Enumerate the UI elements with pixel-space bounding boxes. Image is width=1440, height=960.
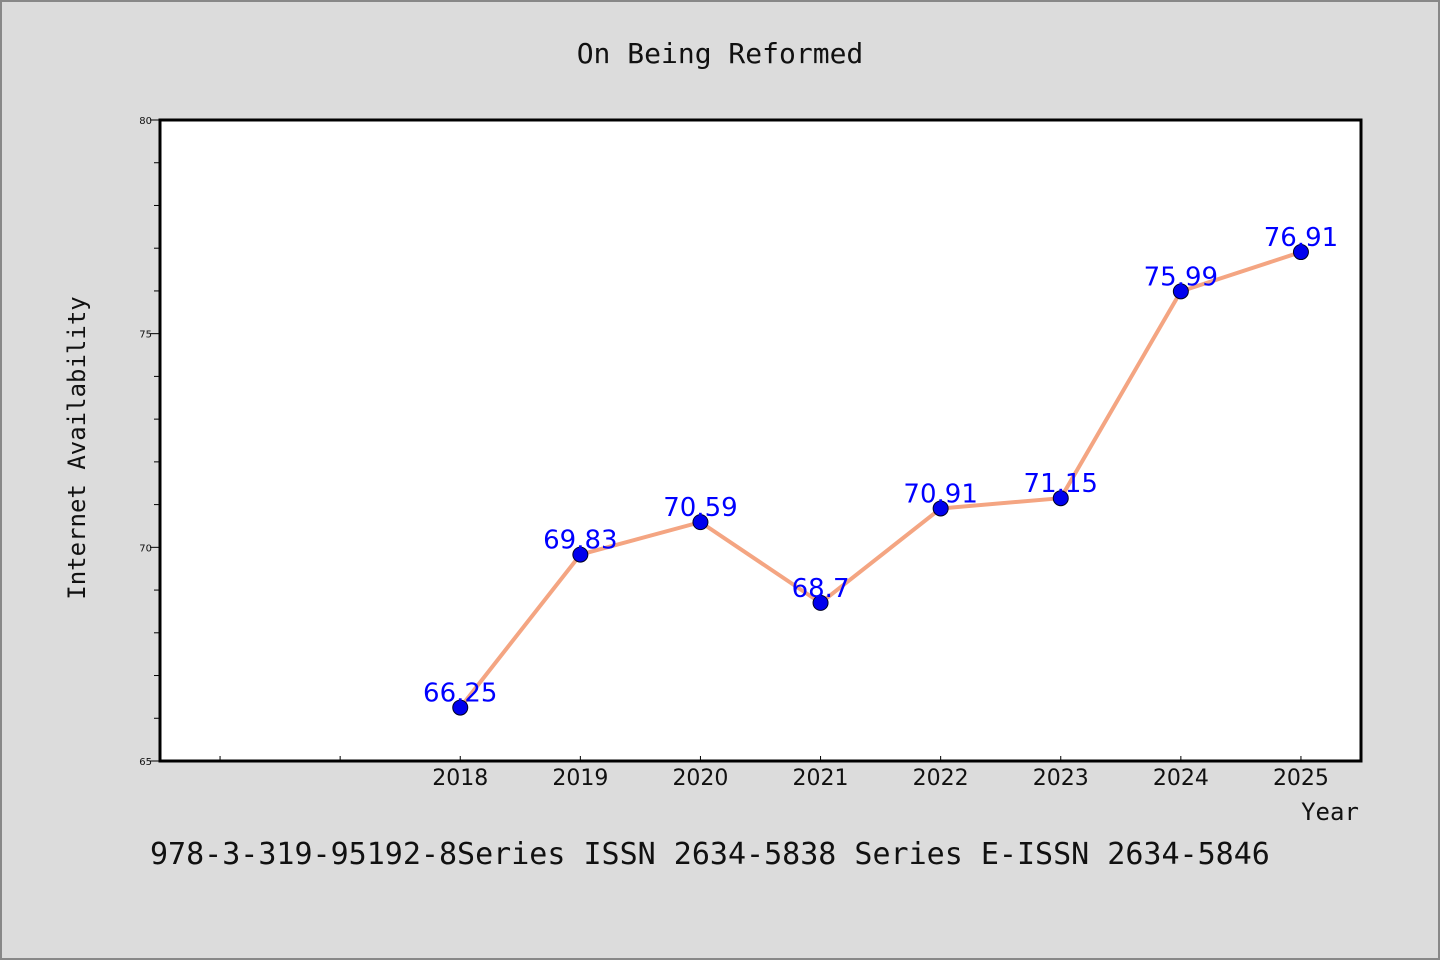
data-point [812, 594, 829, 611]
x-axis-title: Year [1301, 798, 1359, 826]
data-label: 68.7 [792, 574, 850, 604]
y-axis-title: Internet Availability [63, 296, 91, 599]
data-label: 70.91 [903, 479, 977, 509]
data-point [452, 699, 469, 716]
data-point [1292, 244, 1309, 261]
x-tick-label: 2019 [552, 766, 608, 791]
chart-title: On Being Reformed [577, 37, 864, 70]
x-tick-label: 2022 [913, 766, 969, 791]
y-tick-label: 70 [139, 543, 152, 554]
data-point [932, 500, 949, 517]
x-tick-label: 2023 [1033, 766, 1089, 791]
data-label: 75.99 [1144, 262, 1218, 292]
data-points [452, 244, 1309, 716]
data-point [692, 514, 709, 531]
x-tick-label: 2021 [793, 766, 849, 791]
series-line [458, 250, 1302, 709]
y-tick-label: 65 [139, 757, 152, 768]
x-tick-label: 2024 [1153, 766, 1209, 791]
data-point [572, 546, 589, 563]
x-tick-label: 2020 [672, 766, 728, 791]
data-label: 69.83 [543, 526, 617, 556]
x-axis: 2018 2019 2020 2021 2022 2023 2024 2025 [219, 756, 1329, 791]
plot-area [158, 118, 1363, 763]
data-point [1172, 283, 1189, 300]
x-tick-label: 2025 [1273, 766, 1329, 791]
y-tick-label: 75 [139, 330, 152, 341]
data-label: 71.15 [1024, 469, 1098, 499]
data-label: 76.91 [1264, 223, 1338, 253]
data-label: 66.25 [423, 679, 497, 709]
footer-isbn: 978-3-319-95192-8Series ISSN 2634-5838 S… [150, 837, 1270, 872]
data-point [1052, 490, 1069, 507]
series-line-group [458, 250, 1302, 709]
x-tick-label: 2018 [432, 766, 488, 791]
data-label: 70.59 [663, 493, 737, 523]
data-labels: 66.25 69.83 70.59 68.7 70.91 71.15 75.99 76.91 [423, 223, 1338, 709]
y-axis: 65 70 75 80 [139, 116, 160, 768]
y-tick-label: 80 [139, 116, 152, 127]
